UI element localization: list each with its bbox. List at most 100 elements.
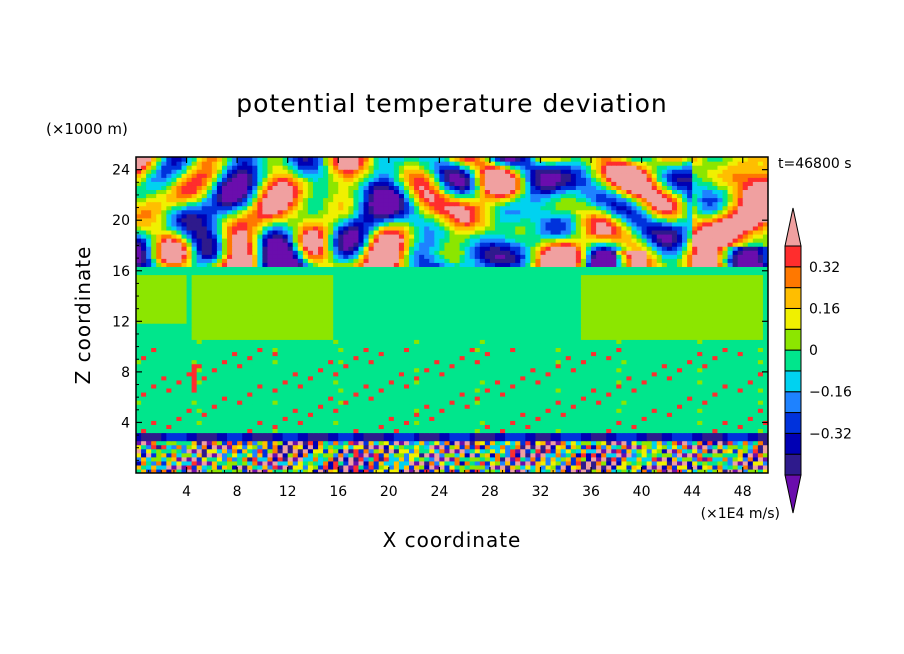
contour-cell (388, 396, 395, 401)
contour-cell (424, 363, 430, 369)
contour-cell (555, 335, 562, 340)
contour-cell (227, 444, 233, 450)
contour-cell (621, 371, 628, 377)
contour-cell (656, 416, 663, 421)
contour-cell (191, 315, 198, 320)
contour-cell (580, 323, 587, 328)
contour-cell (383, 448, 390, 454)
contour-cell (631, 432, 638, 438)
contour-cell (267, 412, 274, 417)
contour-cell (722, 420, 729, 425)
contour-cell (757, 355, 764, 361)
contour-cell (353, 391, 360, 397)
contour-cell (484, 424, 491, 430)
contour-cell (489, 391, 496, 397)
contour-cell (378, 327, 385, 332)
contour-cell (398, 400, 405, 405)
contour-cell (682, 412, 688, 417)
contour-cell (717, 310, 724, 316)
contour-cell (616, 379, 622, 385)
contour-cell (333, 355, 339, 361)
contour-cell (181, 387, 188, 393)
contour-cell (479, 339, 486, 344)
contour-cell (434, 379, 440, 385)
contour-cell (722, 315, 729, 320)
contour-cell (383, 315, 390, 320)
contour-cell (257, 391, 263, 397)
contour-cell (697, 404, 703, 409)
contour-cell (161, 310, 167, 316)
contour-cell (545, 448, 552, 454)
contour-cell (151, 315, 157, 320)
contour-cell (484, 310, 491, 316)
contour-cell (469, 335, 476, 340)
contour-cell (585, 331, 592, 336)
contour-cell (338, 436, 344, 442)
contour-cell (373, 400, 380, 405)
contour-cell (656, 343, 663, 349)
contour-cell (687, 404, 693, 409)
contour-cell (631, 347, 638, 353)
contour-cell (287, 396, 294, 401)
chart-title: potential temperature deviation (236, 89, 667, 118)
contour-cell (631, 363, 638, 369)
contour-cell (353, 468, 360, 473)
contour-cell (141, 391, 147, 397)
contour-cell (287, 319, 294, 324)
contour-cell (318, 432, 324, 438)
contour-cell (151, 412, 157, 417)
contour-cell (398, 436, 405, 442)
contour-cell (312, 468, 319, 473)
contour-cell (444, 444, 451, 450)
contour-cell (252, 363, 258, 369)
contour-cell (307, 400, 314, 405)
contour-cell (136, 440, 142, 446)
contour-cell (409, 444, 415, 450)
contour-cell (232, 432, 238, 438)
contour-cell (171, 460, 178, 466)
contour-cell (171, 440, 178, 446)
contour-cell (687, 355, 693, 361)
contour-cell (550, 359, 557, 365)
contour-cell (712, 468, 719, 473)
contour-cell (328, 444, 334, 450)
contour-cell (201, 391, 208, 397)
contour-cell (297, 436, 304, 442)
contour-cell (383, 319, 390, 324)
contour-cell (323, 367, 329, 373)
contour-cell (636, 319, 643, 324)
contour-cell (474, 379, 481, 385)
contour-cell (333, 343, 339, 349)
contour-cell (687, 468, 693, 473)
contour-cell (687, 310, 693, 316)
contour-cell (474, 347, 481, 353)
contour-cell (732, 444, 739, 450)
contour-cell (166, 464, 172, 470)
contour-cell (146, 444, 152, 450)
contour-cell (181, 375, 188, 381)
contour-cell (333, 391, 339, 397)
contour-cell (257, 387, 263, 393)
contour-cell (520, 396, 526, 401)
contour-cell (434, 400, 440, 405)
contour-cell (171, 391, 178, 397)
contour-cell (454, 432, 461, 438)
contour-cell (747, 355, 754, 361)
contour-cell (176, 335, 183, 340)
contour-cell (530, 383, 537, 389)
contour-cell (459, 343, 466, 349)
contour-cell (762, 367, 768, 373)
contour-cell (484, 468, 491, 473)
contour-cell (560, 412, 567, 417)
contour-cell (358, 319, 365, 324)
contour-cell (216, 468, 223, 473)
contour-cell (196, 339, 203, 344)
contour-cell (388, 327, 395, 332)
contour-cell (474, 448, 481, 454)
contour-cell (479, 323, 486, 328)
contour-cell (252, 436, 258, 442)
contour-cell (368, 383, 375, 389)
contour-cell (484, 408, 491, 413)
contour-cell (732, 416, 739, 421)
contour-cell (277, 432, 284, 438)
